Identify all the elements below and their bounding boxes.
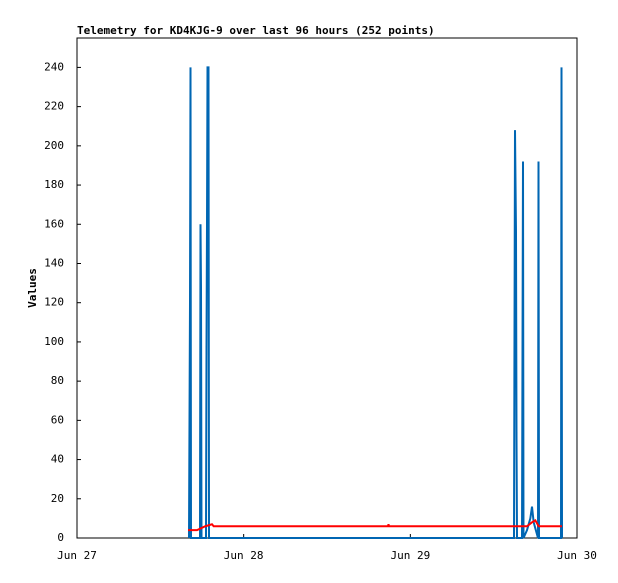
y-axis-label: Values [26,268,39,308]
y-tick-label: 100 [44,335,64,348]
y-tick-label: 220 [44,100,64,113]
x-tick-label: Jun 28 [224,549,264,562]
x-tick-label: Jun 27 [57,549,97,562]
y-tick-label: 240 [44,60,64,73]
y-tick-label: 140 [44,256,64,269]
chart-title: Telemetry for KD4KJG-9 over last 96 hour… [77,24,435,37]
y-tick-label: 40 [51,453,64,466]
y-tick-label: 60 [51,413,64,426]
y-tick-label: 20 [51,492,64,505]
series-line [188,518,562,532]
plot-frame [76,37,578,539]
x-tick-label: Jun 30 [557,549,597,562]
x-tick-label: Jun 29 [390,549,430,562]
y-tick-label: 120 [44,296,64,309]
y-tick-label: 200 [44,139,64,152]
y-tick-label: 80 [51,374,64,387]
y-tick-label: 0 [57,531,64,544]
series-line [188,66,563,539]
y-tick-label: 160 [44,217,64,230]
y-tick-label: 180 [44,178,64,191]
